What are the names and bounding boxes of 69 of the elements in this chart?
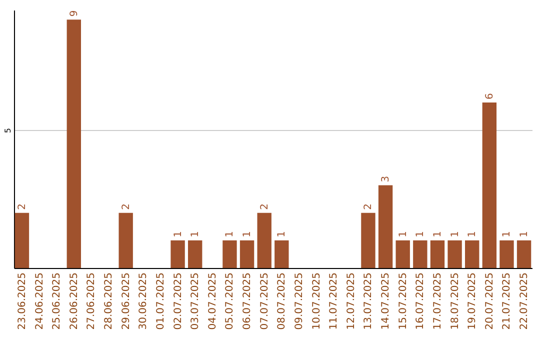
x-tick-label: 15.07.2025 (398, 272, 409, 330)
bar (66, 20, 81, 268)
x-tick-label: 06.07.2025 (242, 272, 254, 330)
x-tick-label: 12.07.2025 (346, 272, 357, 330)
x-tick-label: 28.06.2025 (104, 272, 115, 330)
x-tick-label: 08.07.2025 (276, 272, 288, 330)
x-tick-label: 18.07.2025 (450, 272, 461, 330)
x-tick-label: 03.07.2025 (190, 272, 202, 330)
x-tick-label: 29.06.2025 (120, 272, 132, 330)
x-tick-label: 04.07.2025 (207, 272, 218, 330)
bar (14, 212, 30, 268)
data-label: 2 (16, 203, 28, 210)
data-label: 2 (120, 203, 132, 210)
x-tick-label: 26.06.2025 (68, 272, 80, 330)
data-label: 1 (276, 231, 288, 238)
data-label: 1 (242, 231, 254, 238)
x-tick-label: 24.06.2025 (34, 272, 46, 330)
bar (500, 240, 514, 268)
y-tick-label: 5 (4, 128, 12, 134)
x-tick-label: 14.07.2025 (380, 272, 392, 330)
data-label: 1 (398, 231, 409, 238)
data-label: 2 (259, 203, 270, 210)
x-tick-label: 10.07.2025 (311, 272, 322, 330)
bar (482, 102, 497, 268)
x-tick-label: 07.07.2025 (259, 272, 270, 330)
bar (240, 240, 254, 268)
bar (118, 212, 133, 268)
x-tick-label: 02.07.2025 (172, 272, 184, 330)
bar (257, 212, 272, 268)
bar (222, 240, 237, 268)
data-label: 1 (224, 231, 236, 238)
bar (465, 240, 480, 268)
data-label: 6 (484, 93, 496, 100)
x-tick-label: 21.07.2025 (502, 272, 513, 330)
data-label: 3 (380, 176, 392, 182)
bar (396, 240, 410, 268)
x-tick-label: 17.07.2025 (432, 272, 444, 330)
x-tick-label: 25.06.2025 (52, 272, 63, 330)
bar (516, 240, 532, 268)
x-tick-label: 11.07.2025 (328, 272, 340, 330)
data-label: 1 (172, 231, 184, 238)
x-tick-label: 01.07.2025 (155, 272, 166, 330)
data-label: 1 (502, 231, 513, 238)
x-tick-label: 20.07.2025 (484, 272, 496, 330)
x-tick-label: 27.06.2025 (86, 272, 98, 330)
x-tick-label: 19.07.2025 (467, 272, 478, 330)
data-label: 1 (432, 231, 444, 238)
x-tick-label: 30.06.2025 (138, 272, 150, 330)
bar (274, 240, 289, 268)
x-tick-label: 23.06.2025 (16, 272, 28, 330)
x-tick-label: 22.07.2025 (519, 272, 530, 330)
data-label: 1 (467, 231, 478, 238)
data-label: 9 (68, 10, 80, 17)
x-tick-label: 09.07.2025 (294, 272, 305, 330)
data-label: 2 (363, 203, 374, 210)
data-label: 1 (450, 231, 461, 238)
bar (361, 212, 376, 268)
bar (378, 185, 393, 268)
bar (170, 240, 185, 268)
data-label: 1 (519, 231, 530, 238)
data-label: 1 (190, 231, 202, 238)
bar (188, 240, 202, 268)
x-tick-label: 13.07.2025 (363, 272, 374, 330)
bar (430, 240, 445, 268)
x-tick-label: 16.07.2025 (415, 272, 426, 330)
data-label: 1 (415, 231, 426, 238)
x-tick-label: 05.07.2025 (224, 272, 236, 330)
bar (448, 240, 462, 268)
bar (413, 240, 428, 268)
